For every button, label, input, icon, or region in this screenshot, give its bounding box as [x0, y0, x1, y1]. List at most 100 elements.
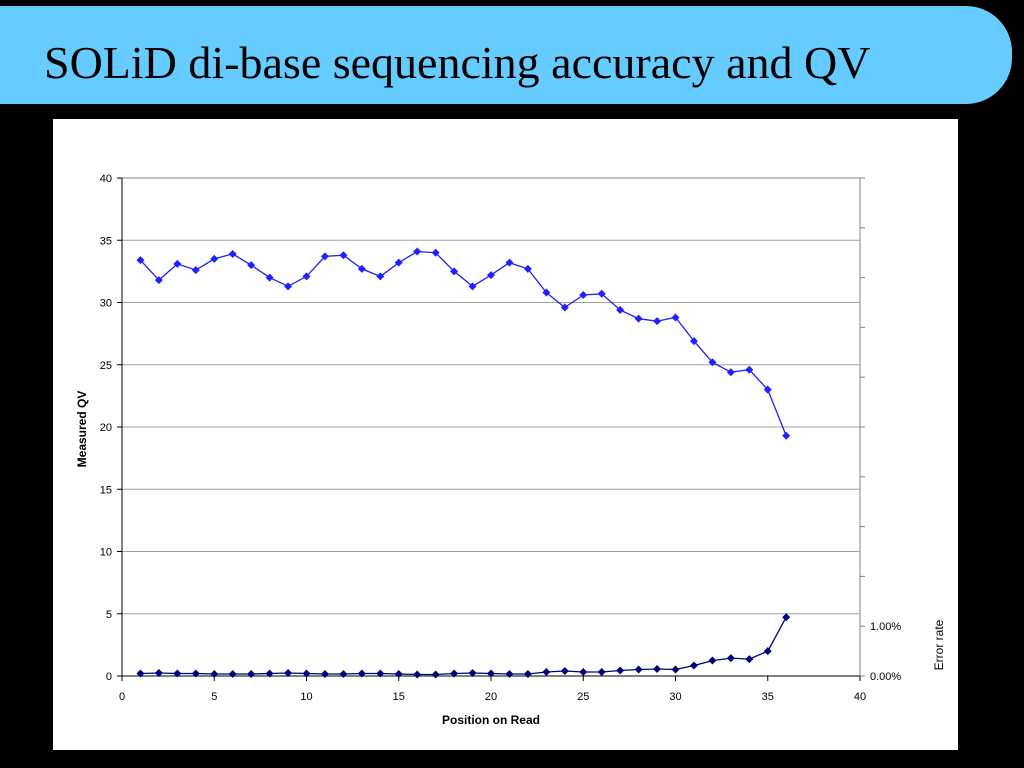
series-2-point: [136, 669, 145, 678]
series-line-2: [140, 616, 787, 676]
y-tick-label: 30: [100, 298, 112, 310]
series-1-point: [210, 254, 219, 263]
series-2-point: [487, 669, 495, 678]
series-1-point: [228, 249, 237, 258]
series-1-point: [191, 266, 200, 275]
series-layer: [136, 247, 791, 679]
series-1-point: [357, 264, 366, 273]
series-2-point: [560, 667, 569, 676]
series-2-point: [431, 670, 440, 679]
chart-panel: 0 5 10 15 20 25 30 35 40 0 5 10 15 20 25 30 35 40 0.00% 1.0…: [53, 119, 958, 750]
series-2-point: [689, 661, 698, 670]
series-1-point: [763, 385, 772, 394]
series-1-point: [616, 305, 625, 314]
y-tick-label: 35: [100, 235, 112, 247]
series-1-point: [653, 317, 662, 326]
series-2-point: [339, 670, 348, 679]
slide-title: SOLiD di-base sequencing accuracy and QV: [44, 37, 871, 88]
series-1-point: [468, 282, 477, 291]
series-2-point: [191, 669, 200, 678]
series-1-point: [136, 256, 145, 265]
y2-tick-label: 1.00%: [870, 621, 901, 633]
series-1-point: [431, 248, 440, 257]
series-2-point: [302, 669, 311, 678]
series-1-point: [413, 247, 422, 256]
series-1-point: [284, 282, 293, 291]
series-2-point: [634, 665, 643, 674]
series-1-point: [782, 431, 791, 440]
series-2-point: [616, 666, 625, 675]
series-1-point: [671, 313, 680, 322]
series-2-point: [173, 669, 182, 678]
series-2-point: [505, 670, 514, 679]
series-2-point: [579, 668, 588, 677]
qv-line-chart: 0 5 10 15 20 25 30 35 40 0 5 10 15 20 25 30 35 40 0.00% 1.0…: [75, 173, 946, 727]
series-2-point: [671, 665, 680, 674]
series-2-point: [597, 668, 606, 677]
series-2-point: [357, 669, 366, 678]
series-2-point: [653, 665, 662, 674]
series-1-point: [726, 368, 735, 377]
series-2-point: [376, 669, 385, 678]
series-1-point: [450, 267, 459, 276]
series-1-point: [487, 271, 495, 280]
x-tick-label: 10: [300, 691, 312, 703]
y-tick-label: 5: [106, 609, 112, 621]
x-tick-label: 40: [854, 691, 866, 703]
series-1-point: [689, 337, 698, 346]
series-2-point: [413, 670, 422, 679]
series-2-point: [542, 668, 551, 677]
series-2-point: [228, 670, 237, 679]
series-2-point: [726, 654, 735, 663]
series-2-point: [210, 670, 219, 679]
series-2-point: [320, 670, 329, 679]
series-1-point: [173, 259, 182, 268]
series-line-1: [140, 250, 787, 436]
series-1-point: [376, 272, 385, 281]
y2-axis-title: Error rate: [932, 619, 946, 670]
series-1-point: [394, 258, 403, 267]
x-tick-label: 30: [669, 691, 681, 703]
series-2-point: [708, 656, 717, 665]
series-1-point: [154, 276, 163, 285]
series-2-point: [394, 670, 403, 679]
y-tick-label: 15: [100, 484, 112, 496]
series-1-point: [708, 358, 717, 367]
y-tick-label: 40: [100, 173, 112, 185]
series-2-point: [154, 669, 163, 678]
y-tick-label: 20: [100, 422, 112, 434]
x-tick-label: 35: [762, 691, 774, 703]
series-1-point: [560, 303, 569, 312]
series-1-point: [523, 264, 532, 273]
series-1-point: [634, 314, 643, 323]
series-2-point: [782, 613, 791, 622]
series-1-point: [579, 291, 588, 300]
series-1-point: [339, 251, 348, 260]
series-2-point: [763, 647, 772, 656]
series-1-point: [302, 272, 311, 281]
series-2-point: [450, 669, 459, 678]
y2-tick-label: 0.00%: [870, 671, 901, 683]
series-1-point: [745, 365, 754, 374]
series-1-point: [597, 289, 606, 298]
series-2-point: [247, 670, 256, 679]
y-tick-label: 10: [100, 547, 112, 559]
y-tick-label: 25: [100, 360, 112, 372]
x-tick-label: 20: [485, 691, 497, 703]
series-1-point: [320, 252, 329, 261]
series-2-point: [745, 655, 754, 664]
series-1-point: [265, 273, 274, 282]
series-2-point: [468, 669, 477, 678]
axes: 0 5 10 15 20 25 30 35 40 0 5 10 15 20 25 30 35 40 0.00% 1.0…: [100, 173, 902, 703]
series-1-point: [505, 258, 514, 267]
y-axis-title: Measured QV: [75, 391, 89, 468]
x-tick-label: 5: [211, 691, 217, 703]
series-2-point: [265, 669, 274, 678]
x-tick-label: 15: [393, 691, 405, 703]
x-axis-title: Position on Read: [442, 713, 540, 727]
slide-title-bar: SOLiD di-base sequencing accuracy and QV: [0, 6, 1012, 104]
series-2-point: [284, 669, 293, 678]
y-tick-label: 0: [106, 671, 112, 683]
series-1-point: [247, 261, 256, 270]
series-2-point: [523, 670, 532, 679]
